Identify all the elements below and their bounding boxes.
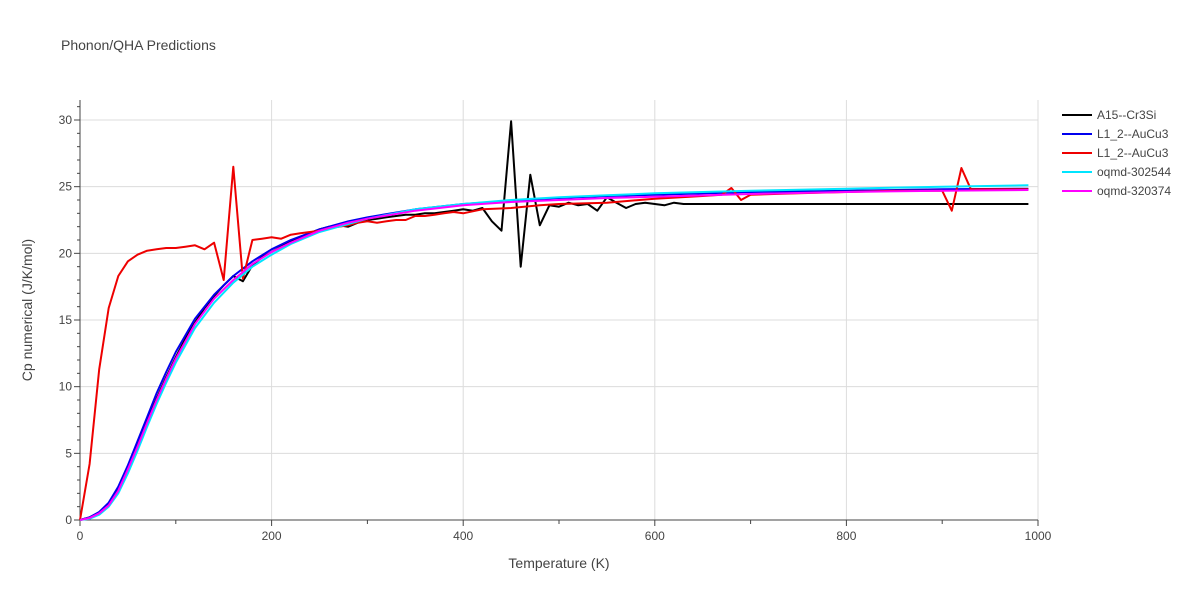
legend-item-1[interactable]: A15--Cr3Si bbox=[1062, 108, 1156, 122]
x-tick-label: 0 bbox=[77, 529, 84, 543]
legend[interactable]: A15--Cr3Si L1_2--AuCu3 L1_2--AuCu3 oqmd-302… bbox=[1062, 108, 1171, 198]
y-tick-label: 15 bbox=[59, 313, 73, 327]
chart-title: Phonon/QHA Predictions bbox=[61, 37, 216, 53]
legend-label: oqmd-320374 bbox=[1097, 184, 1171, 198]
grid-layer bbox=[79, 100, 1039, 521]
y-tick-label: 30 bbox=[59, 113, 73, 127]
axis-layer: 0 200 400 600 800 1000 0 5 10 15 20 25 30 bbox=[59, 100, 1052, 543]
series-line-4 bbox=[79, 184, 1029, 521]
legend-label: oqmd-302544 bbox=[1097, 165, 1171, 179]
legend-item-3[interactable]: L1_2--AuCu3 bbox=[1062, 146, 1169, 160]
x-tick-label: 600 bbox=[645, 529, 665, 543]
legend-label: L1_2--AuCu3 bbox=[1097, 146, 1169, 160]
legend-label: L1_2--AuCu3 bbox=[1097, 127, 1169, 141]
series-line-2 bbox=[79, 187, 1029, 521]
legend-label: A15--Cr3Si bbox=[1097, 108, 1156, 122]
legend-item-5[interactable]: oqmd-320374 bbox=[1062, 184, 1171, 198]
legend-item-2[interactable]: L1_2--AuCu3 bbox=[1062, 127, 1169, 141]
x-tick-label: 1000 bbox=[1025, 529, 1052, 543]
x-tick-label: 800 bbox=[836, 529, 856, 543]
y-tick-label: 0 bbox=[65, 513, 72, 527]
series-line-1 bbox=[79, 120, 1029, 521]
series-line-5 bbox=[79, 189, 1029, 521]
y-tick-label: 10 bbox=[59, 380, 73, 394]
y-tick-label: 5 bbox=[65, 446, 72, 460]
x-tick-label: 200 bbox=[262, 529, 282, 543]
x-axis-title: Temperature (K) bbox=[508, 555, 609, 571]
legend-item-4[interactable]: oqmd-302544 bbox=[1062, 165, 1171, 179]
x-tick-label: 400 bbox=[453, 529, 473, 543]
y-tick-label: 20 bbox=[59, 246, 73, 260]
y-axis-title: Cp numerical (J/K/mol) bbox=[19, 239, 35, 381]
plot-layer bbox=[79, 120, 1029, 521]
series-line-3 bbox=[79, 165, 1029, 521]
y-tick-label: 25 bbox=[59, 180, 73, 194]
